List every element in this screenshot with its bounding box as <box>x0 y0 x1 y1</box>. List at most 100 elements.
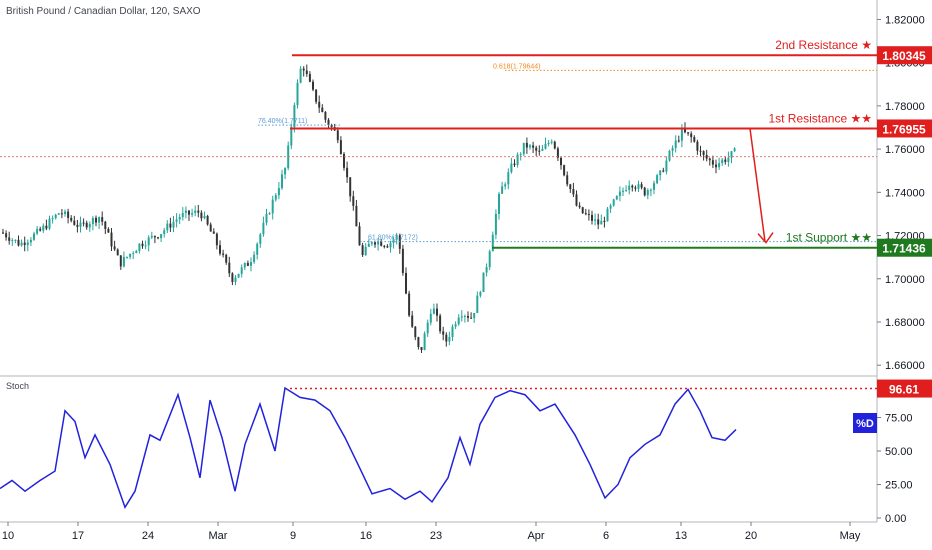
candle-body <box>101 217 104 222</box>
price-axis-tick-label: 1.74000 <box>885 187 925 199</box>
candle-body <box>355 205 358 227</box>
candle-body <box>498 193 500 214</box>
candle-body <box>327 119 330 126</box>
stoch-series-line[interactable] <box>0 386 737 510</box>
candle-body <box>646 189 649 196</box>
level-label: 2nd Resistance ★ <box>775 38 872 52</box>
candle-body <box>544 144 547 149</box>
candle-body <box>563 165 566 176</box>
candle-body <box>150 235 153 238</box>
candle-body <box>281 174 283 189</box>
price-axis-tick-label: 1.82000 <box>885 14 925 26</box>
candle-body <box>302 68 305 71</box>
candle-body <box>262 222 265 235</box>
candle-body <box>219 245 221 254</box>
candle-body <box>494 213 497 235</box>
level-label: 1st Resistance ★★ <box>768 111 872 125</box>
time-axis-tick-label: 6 <box>603 530 609 542</box>
candle-body <box>169 223 172 228</box>
level-price-badge: 1.76955 <box>877 119 932 138</box>
candle-body <box>653 183 655 190</box>
candle-body <box>507 172 510 185</box>
candle-body <box>268 213 271 215</box>
time-axis-tick-label: 17 <box>72 530 84 542</box>
candle-body <box>513 163 516 166</box>
candle-body <box>126 256 128 258</box>
candle-body <box>420 346 423 351</box>
candle-body <box>668 150 671 161</box>
candle-body <box>367 243 370 247</box>
candle-body <box>677 140 680 142</box>
candle-body <box>175 219 178 222</box>
candle-body <box>321 107 324 113</box>
candle-body <box>482 272 485 292</box>
candle-body <box>680 128 683 141</box>
candle-body <box>178 217 181 220</box>
candle-body <box>203 215 206 219</box>
candle-body <box>361 245 364 255</box>
candle-body <box>684 128 686 133</box>
stoch-axis-tick-label: 75.00 <box>885 413 913 425</box>
fib-level-label: 76.40%(1.7711) <box>258 118 307 125</box>
candle-body <box>488 251 491 268</box>
level-badge-value: 1.80345 <box>882 49 926 63</box>
candle-body <box>556 148 559 158</box>
time-axis-tick-label: 9 <box>290 530 296 542</box>
candle-body <box>510 163 513 173</box>
candle-body <box>153 235 156 238</box>
candle-body <box>70 217 73 221</box>
candle-body <box>395 235 398 240</box>
candle-body <box>271 199 274 214</box>
candle-body <box>157 237 159 239</box>
candle-body <box>231 273 234 282</box>
candle-body <box>194 210 197 214</box>
candle-body <box>166 223 169 231</box>
price-axis-tick-label: 1.78000 <box>885 101 925 113</box>
forecast-arrow-shaft <box>749 128 766 242</box>
candle-body <box>191 213 194 215</box>
candle-body <box>370 242 373 244</box>
candle-body <box>674 140 677 148</box>
time-axis-tick-label: Apr <box>527 530 544 542</box>
candle-body <box>578 205 581 208</box>
candle-body <box>485 267 488 273</box>
time-axis-tick-label: 20 <box>745 530 757 542</box>
candle-body <box>29 239 32 243</box>
candle-body <box>575 194 578 206</box>
candle-body <box>277 188 280 196</box>
candle-body <box>721 159 724 164</box>
candle-body <box>730 151 733 158</box>
time-axis-tick-label: 13 <box>675 530 687 542</box>
level-badge-bg <box>877 119 932 138</box>
candle-body <box>318 101 321 108</box>
candle-body <box>243 263 246 268</box>
candle-body <box>209 224 212 232</box>
candle-body <box>253 254 256 263</box>
level-badge-bg <box>877 46 932 65</box>
candle-body <box>519 154 522 156</box>
candle-body <box>718 163 721 168</box>
candle-body <box>265 214 268 223</box>
price-axis-tick-label: 1.76000 <box>885 144 925 156</box>
candle-body <box>649 189 652 191</box>
price-axis-tick-label: 1.66000 <box>885 360 925 372</box>
level-badge-value: 1.71436 <box>882 242 926 256</box>
candle-body <box>5 233 8 238</box>
candle-body <box>234 277 237 282</box>
candles-group <box>2 64 736 353</box>
candle-body <box>60 213 63 215</box>
level-label: 1st Support ★★ <box>786 231 872 245</box>
candle-body <box>85 222 88 228</box>
stoch-badge-bg <box>877 379 932 398</box>
candle-body <box>690 133 693 138</box>
candle-body <box>107 228 110 233</box>
candle-body <box>296 82 299 106</box>
candle-body <box>91 217 94 225</box>
candle-body <box>246 263 249 266</box>
candle-body <box>95 217 97 223</box>
candle-body <box>33 233 35 240</box>
time-axis-tick-label: 23 <box>430 530 442 542</box>
candle-body <box>237 273 240 278</box>
candle-body <box>529 145 531 148</box>
